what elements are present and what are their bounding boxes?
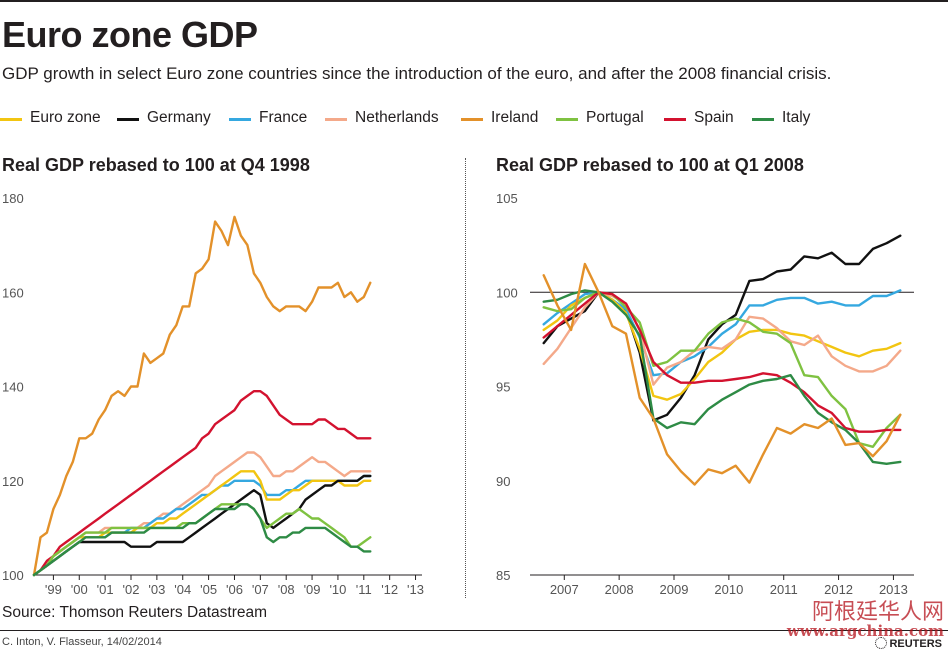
y-tick-label: 120 <box>2 474 24 489</box>
legend-label: Spain <box>694 109 734 126</box>
x-tick-label: '04 <box>174 582 191 597</box>
x-tick-label: 2011 <box>770 582 798 597</box>
legend-label: France <box>259 109 308 126</box>
x-tick-label: '08 <box>278 582 295 597</box>
credit-note: C. Inton, V. Flasseur, 14/02/2014 <box>2 636 162 648</box>
series-line-ireland <box>542 262 902 486</box>
x-tick-label: '99 <box>45 582 62 597</box>
x-tick-label: '02 <box>123 582 140 597</box>
x-tick-label: '00 <box>71 582 88 597</box>
legend-swatch-italy <box>752 118 774 121</box>
series-line-ireland <box>32 215 372 577</box>
x-tick-label: '10 <box>329 582 346 597</box>
watermark-chinese-text: 阿根廷华人网 <box>811 600 944 625</box>
x-tick-label: 2007 <box>550 582 579 597</box>
x-tick-label: 2010 <box>714 582 743 597</box>
x-tick-label: '07 <box>252 582 269 597</box>
y-tick-label: 160 <box>2 285 24 300</box>
series-line-spain <box>542 291 902 433</box>
legend-label: Euro zone <box>30 109 101 126</box>
series-line-portugal <box>542 291 902 448</box>
x-tick-label: 2013 <box>879 582 908 597</box>
x-tick-label: '03 <box>148 582 165 597</box>
series-line-germany <box>32 474 372 577</box>
x-tick-label: '12 <box>381 582 398 597</box>
page-subtitle: GDP growth in select Euro zone countries… <box>2 64 832 83</box>
chart-divider <box>465 158 466 598</box>
left-chart-title: Real GDP rebased to 100 at Q4 1998 <box>2 155 310 175</box>
right-chart-title: Real GDP rebased to 100 at Q1 2008 <box>496 155 804 175</box>
x-tick-label: '05 <box>200 582 217 597</box>
reuters-brand: REUTERS <box>889 638 942 650</box>
x-tick-label: '09 <box>304 582 321 597</box>
y-tick-label: 140 <box>2 380 24 395</box>
series-line-italy <box>32 503 372 577</box>
legend-label: Portugal <box>586 109 644 126</box>
series-line-italy <box>542 289 902 465</box>
x-tick-label: '06 <box>226 582 243 597</box>
x-tick-label: 2012 <box>824 582 853 597</box>
legend-label: Germany <box>147 109 211 126</box>
x-tick-label: '01 <box>97 582 114 597</box>
y-tick-label: 100 <box>2 568 24 583</box>
y-tick-label: 100 <box>496 285 518 300</box>
source-note: Source: Thomson Reuters Datastream <box>2 604 268 621</box>
series-line-euro-zone <box>542 291 902 401</box>
legend-label: Netherlands <box>355 109 439 126</box>
legend-swatch-france <box>229 118 251 121</box>
y-tick-label: 180 <box>2 191 24 206</box>
reuters-logo: REUTERS <box>875 637 942 650</box>
legend-swatch-spain <box>664 118 686 121</box>
y-tick-label: 95 <box>496 380 510 395</box>
page-title: Euro zone GDP <box>2 14 258 55</box>
legend-label: Ireland <box>491 109 539 126</box>
legend-swatch-ireland <box>461 118 483 121</box>
top-rule <box>0 0 948 2</box>
legend-swatch-portugal <box>556 118 578 121</box>
series-line-spain <box>32 390 372 577</box>
series-line-france <box>542 289 902 377</box>
legend-swatch-euro-zone <box>0 118 22 121</box>
y-tick-label: 85 <box>496 568 510 583</box>
x-tick-label: 2009 <box>660 582 689 597</box>
legend-swatch-germany <box>117 118 139 121</box>
legend-label: Italy <box>782 109 811 126</box>
y-tick-label: 105 <box>496 191 518 206</box>
y-tick-label: 90 <box>496 474 510 489</box>
bottom-rule <box>0 630 948 631</box>
series-line-germany <box>542 234 902 422</box>
x-tick-label: 2008 <box>605 582 634 597</box>
x-tick-label: '13 <box>407 582 424 597</box>
watermark-url: www.argchina.com <box>786 622 944 640</box>
reuters-dot-icon <box>875 637 888 649</box>
x-tick-label: '11 <box>356 582 372 597</box>
legend-swatch-netherlands <box>325 118 347 121</box>
